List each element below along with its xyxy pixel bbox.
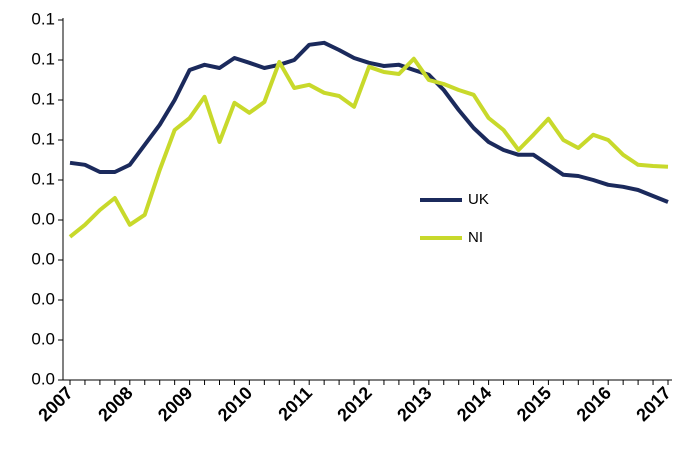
y-tick-label: 0.1 xyxy=(31,129,55,148)
series-line xyxy=(68,56,669,239)
x-tick-label: 2015 xyxy=(513,383,555,425)
y-tick-label: 0.0 xyxy=(31,369,55,388)
y-tick-label: 0.0 xyxy=(31,329,55,348)
x-tick-label: 2017 xyxy=(632,383,673,425)
x-tick-label: 2011 xyxy=(274,383,316,425)
x-tick-label: 2014 xyxy=(453,383,495,425)
legend-label: NI xyxy=(468,229,483,246)
y-tick-label: 0.1 xyxy=(31,9,55,28)
x-tick-label: 2016 xyxy=(573,383,615,425)
y-tick-label: 0.1 xyxy=(31,89,55,108)
x-tick-label: 2010 xyxy=(214,383,256,425)
y-tick-label: 0.1 xyxy=(31,49,55,68)
x-tick-label: 2012 xyxy=(333,383,375,425)
y-tick-label: 0.0 xyxy=(31,209,55,228)
y-tick-label: 0.0 xyxy=(31,289,55,308)
series-line xyxy=(69,40,669,204)
x-tick-label: 2007 xyxy=(34,383,76,425)
x-tick-label: 2008 xyxy=(94,383,136,425)
x-tick-label: 2013 xyxy=(393,383,435,425)
x-tick-label: 2009 xyxy=(154,383,196,425)
legend-label: UK xyxy=(468,191,489,208)
y-tick-label: 0.1 xyxy=(31,169,55,188)
y-tick-label: 0.0 xyxy=(31,249,55,268)
